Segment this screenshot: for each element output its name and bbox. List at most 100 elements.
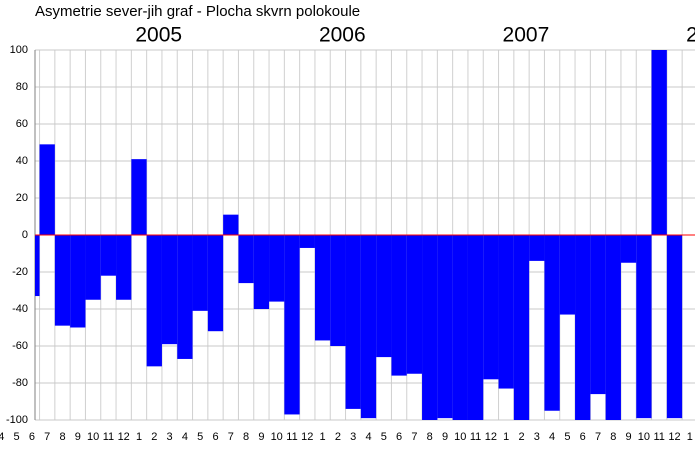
bar bbox=[314, 235, 331, 341]
bar bbox=[161, 235, 178, 345]
x-tick-label: 4 bbox=[365, 431, 371, 443]
bar bbox=[192, 235, 208, 311]
x-tick-label: 7 bbox=[595, 431, 601, 443]
bar bbox=[284, 235, 300, 415]
bar bbox=[54, 235, 71, 326]
y-tick-label: 100 bbox=[10, 44, 28, 56]
bar bbox=[620, 235, 637, 263]
bar bbox=[223, 214, 239, 235]
year-label: 2 bbox=[686, 24, 695, 47]
bar bbox=[85, 235, 101, 300]
x-tick-label: 11 bbox=[103, 431, 114, 443]
x-tick-label: 2 bbox=[335, 431, 341, 443]
x-tick-label: 9 bbox=[442, 431, 448, 443]
bar bbox=[559, 235, 576, 315]
x-tick-label: 10 bbox=[454, 431, 466, 443]
x-tick-label: 9 bbox=[258, 431, 264, 443]
bar bbox=[330, 235, 346, 346]
y-tick-label: -20 bbox=[12, 266, 28, 278]
bar bbox=[437, 235, 453, 419]
x-tick-label: 12 bbox=[485, 431, 497, 443]
y-tick-label: 0 bbox=[22, 229, 28, 241]
y-tick-label: -40 bbox=[12, 303, 28, 315]
bar bbox=[422, 235, 438, 420]
bar bbox=[483, 235, 499, 380]
bar bbox=[376, 235, 392, 358]
bar bbox=[666, 235, 683, 419]
bar bbox=[35, 235, 40, 297]
x-tick-label: 10 bbox=[271, 431, 283, 443]
bar bbox=[360, 235, 377, 419]
bar bbox=[131, 159, 147, 235]
bar bbox=[452, 235, 468, 420]
x-tick-label: 6 bbox=[396, 431, 402, 443]
bar bbox=[651, 50, 667, 235]
bar bbox=[269, 235, 285, 302]
bars bbox=[35, 50, 683, 420]
bar bbox=[575, 235, 591, 420]
bar bbox=[636, 235, 652, 419]
bar bbox=[70, 235, 86, 328]
bar bbox=[498, 235, 514, 389]
bar bbox=[605, 235, 621, 420]
x-tick-label: 5 bbox=[381, 431, 387, 443]
x-tick-label: 7 bbox=[44, 431, 50, 443]
y-tick-label: 80 bbox=[16, 81, 28, 93]
x-tick-label: 9 bbox=[75, 431, 81, 443]
x-tick-label: 3 bbox=[167, 431, 173, 443]
x-tick-label: 6 bbox=[580, 431, 586, 443]
bar bbox=[146, 235, 162, 367]
y-tick-label: 60 bbox=[16, 118, 28, 130]
x-tick-label: 11 bbox=[470, 431, 481, 443]
bar bbox=[391, 235, 407, 376]
y-tick-label: -80 bbox=[12, 377, 28, 389]
x-tick-label: 7 bbox=[228, 431, 234, 443]
x-tick-label: 5 bbox=[564, 431, 570, 443]
x-tick-label: 4 bbox=[0, 431, 4, 443]
bar bbox=[100, 235, 117, 276]
x-tick-label: 6 bbox=[212, 431, 218, 443]
x-tick-label: 9 bbox=[626, 431, 632, 443]
x-tick-label: 11 bbox=[286, 431, 297, 443]
bar bbox=[299, 235, 315, 248]
bar bbox=[513, 235, 530, 420]
year-label: 2007 bbox=[503, 24, 550, 47]
bar bbox=[345, 235, 361, 409]
chart-title: Asymetrie sever-jih graf - Plocha skvrn … bbox=[35, 3, 360, 20]
x-tick-label: 8 bbox=[427, 431, 433, 443]
x-tick-label: 5 bbox=[14, 431, 20, 443]
x-tick-label: 11 bbox=[653, 431, 664, 443]
bar bbox=[529, 235, 545, 261]
x-tick-label: 1 bbox=[503, 431, 509, 443]
bar bbox=[253, 235, 270, 309]
x-tick-label: 12 bbox=[118, 431, 130, 443]
x-tick-label: 10 bbox=[638, 431, 650, 443]
bar bbox=[207, 235, 224, 332]
year-label: 2005 bbox=[135, 24, 182, 47]
bar bbox=[467, 235, 484, 420]
bar bbox=[39, 144, 55, 235]
y-tick-label: -100 bbox=[6, 414, 28, 426]
y-tick-label: 40 bbox=[16, 155, 28, 167]
x-tick-label: 12 bbox=[301, 431, 313, 443]
x-tick-label: 4 bbox=[549, 431, 555, 443]
x-tick-label: 1 bbox=[320, 431, 326, 443]
x-tick-label: 3 bbox=[534, 431, 540, 443]
x-tick-label: 2 bbox=[151, 431, 157, 443]
bar bbox=[544, 235, 560, 411]
bar bbox=[590, 235, 606, 395]
bar bbox=[238, 235, 254, 284]
x-tick-label: 7 bbox=[411, 431, 417, 443]
x-tick-label: 8 bbox=[243, 431, 249, 443]
x-tick-label: 8 bbox=[59, 431, 65, 443]
x-tick-label: 3 bbox=[350, 431, 356, 443]
x-tick-label: 1 bbox=[136, 431, 142, 443]
y-tick-label: -60 bbox=[12, 340, 28, 352]
x-tick-label: 1 bbox=[687, 431, 693, 443]
bar bbox=[177, 235, 193, 359]
x-tick-label: 8 bbox=[610, 431, 616, 443]
x-tick-label: 4 bbox=[182, 431, 188, 443]
x-tick-label: 5 bbox=[197, 431, 203, 443]
bar bbox=[406, 235, 423, 374]
